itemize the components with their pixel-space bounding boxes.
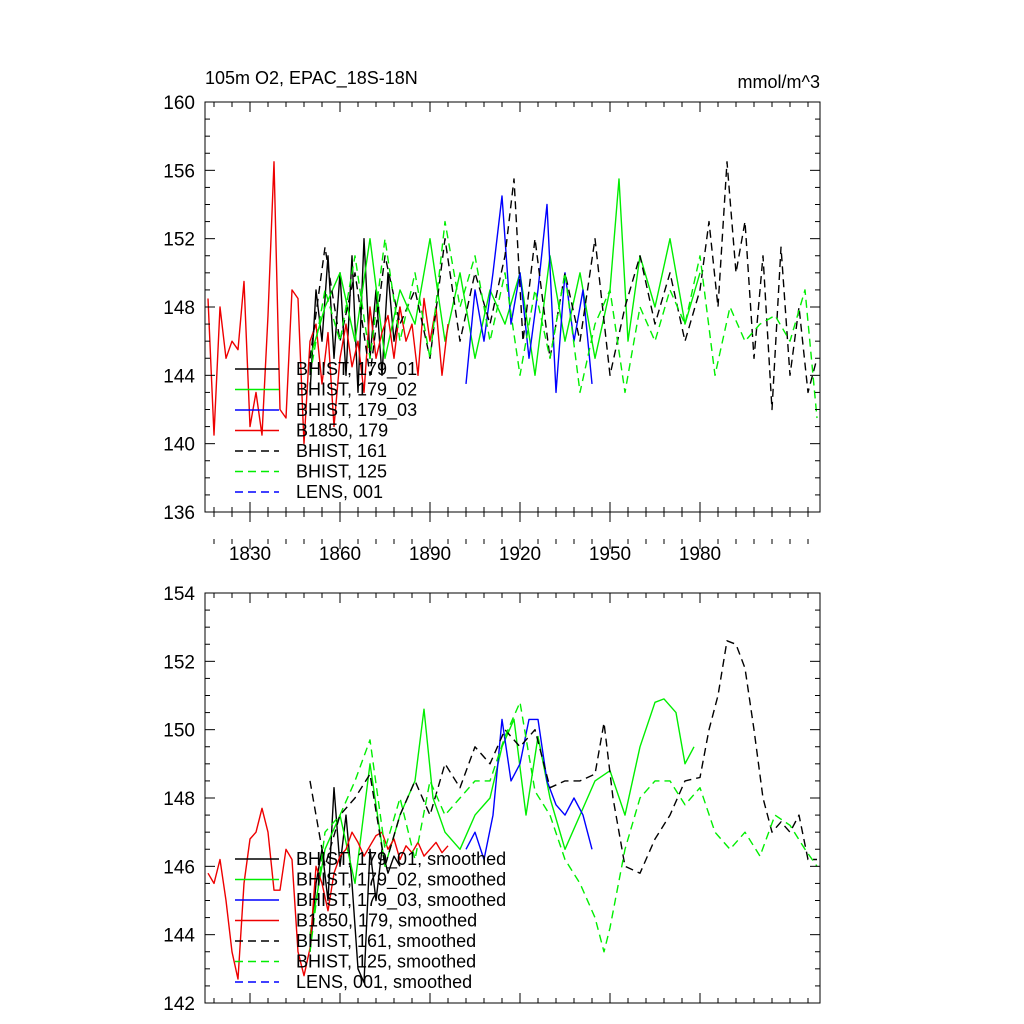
x-tick-label: 1860 <box>319 544 361 565</box>
legend-label-bhist-179-03-smoothed: BHIST, 179_03, smoothed <box>296 890 506 911</box>
panel-top: 105m O2, EPAC_18S-18N mmol/m^3 136 140 144… <box>163 68 821 565</box>
y-tick-label: 140 <box>163 435 195 456</box>
legend-label-lens-001: LENS, 001 <box>296 482 383 502</box>
y-tick-label: 156 <box>163 161 195 182</box>
series-line-b1850-179-smoothed <box>207 807 449 980</box>
legend-label-bhist-179-03: BHIST, 179_03 <box>296 400 417 421</box>
legend-label-bhist-179-02-smoothed: BHIST, 179_02, smoothed <box>296 870 506 891</box>
y-tick-label: 136 <box>163 503 195 524</box>
legend-label-bhist-125: BHIST, 125 <box>296 462 387 482</box>
legend-label-bhist-179-01: BHIST, 179_01 <box>296 359 417 380</box>
y-tick-label: 152 <box>163 230 195 251</box>
y-tick-labels-smoothed: 142 144 146 148 150 152 154 <box>163 584 195 1015</box>
y-tick-label: 150 <box>163 721 195 742</box>
y-tick-label: 146 <box>163 857 195 878</box>
y-tick-label: 144 <box>163 366 195 387</box>
series-line-bhist-125-smoothed <box>309 701 818 953</box>
units-label: mmol/m^3 <box>738 72 820 92</box>
x-tick-label: 1920 <box>499 544 541 565</box>
series-line-bhist-179-03-smoothed <box>465 718 593 861</box>
x-tick-label: 1950 <box>589 544 631 565</box>
legend-label-bhist-179-02: BHIST, 179_02 <box>296 380 417 401</box>
y-tick-label: 148 <box>163 298 195 319</box>
y-tick-label: 148 <box>163 789 195 810</box>
legend-label-bhist-161-smoothed: BHIST, 161, smoothed <box>296 931 476 951</box>
plot-lines-smoothed <box>207 640 818 984</box>
x-tick-labels: 1830 1860 1890 1920 1950 1980 <box>229 544 721 565</box>
y-tick-label: 154 <box>163 584 195 605</box>
x-tick-label: 1980 <box>679 544 721 565</box>
legend-label-b1850-179-smoothed: B1850, 179, smoothed <box>296 911 477 931</box>
y-tick-label: 152 <box>163 652 195 673</box>
plot-frame <box>204 101 821 513</box>
y-tick-label: 144 <box>163 926 195 947</box>
legend-label-bhist-179-01-smoothed: BHIST, 179_01, smoothed <box>296 849 506 870</box>
legend-label-lens-001-smoothed: LENS, 001, smoothed <box>296 972 472 992</box>
y-tick-label: 142 <box>163 994 195 1015</box>
legend-label-bhist-161: BHIST, 161 <box>296 441 387 461</box>
series-line-bhist-179-01-smoothed <box>309 787 401 984</box>
y-tick-labels: 136 140 144 148 152 156 160 <box>163 93 195 524</box>
legend-label-bhist-125-smoothed: BHIST, 125, smoothed <box>296 952 476 972</box>
plot-frame-smoothed <box>204 592 821 1004</box>
series-line-bhist-125 <box>309 220 818 419</box>
x-tick-label: 1890 <box>409 544 451 565</box>
panel-bottom: 142 144 146 148 150 152 154 BHIST, 179_01, smo… <box>163 584 821 1015</box>
legend-label-b1850-179: B1850, 179 <box>296 421 388 441</box>
axis-ticks-smoothed <box>205 592 820 1004</box>
series-line-b1850-179 <box>207 161 449 445</box>
x-tick-label: 1830 <box>229 544 271 565</box>
series-line-bhist-161-smoothed <box>309 640 817 874</box>
plot-lines <box>207 161 818 445</box>
series-line-bhist-161 <box>309 161 818 411</box>
chart-title: 105m O2, EPAC_18S-18N <box>205 68 418 89</box>
y-tick-label: 160 <box>163 93 195 114</box>
